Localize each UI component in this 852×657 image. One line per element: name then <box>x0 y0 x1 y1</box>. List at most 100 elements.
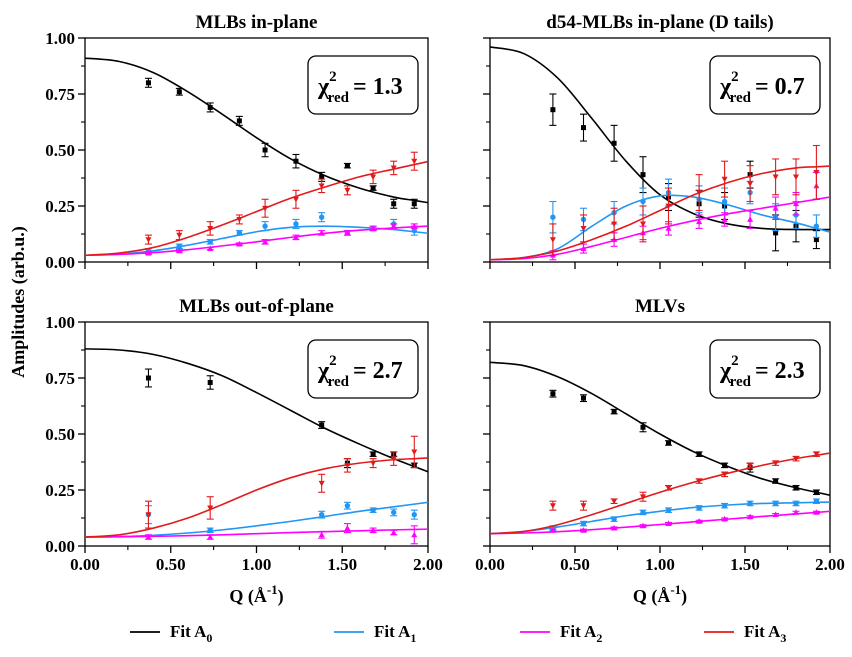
marker-square <box>794 485 799 490</box>
data-point <box>813 499 820 504</box>
data-point <box>640 510 647 515</box>
y-tick-label: 0.50 <box>45 141 75 160</box>
chi2-box: χ2 red = 1.3 <box>308 56 418 114</box>
marker-square <box>319 423 324 428</box>
marker-circle <box>412 512 417 517</box>
legend-label-sub: 1 <box>410 631 416 645</box>
marker-square <box>263 148 268 153</box>
data-point <box>611 499 618 505</box>
x-tick-label: 0.00 <box>70 555 100 574</box>
series-A3 <box>490 146 830 260</box>
legend: Fit A0 Fit A1 Fit A2 Fit A3 <box>130 622 786 645</box>
y-tick-label: 0.75 <box>45 85 75 104</box>
marker-square <box>371 452 376 457</box>
data-point <box>611 516 618 521</box>
marker-square <box>371 186 376 191</box>
data-point <box>318 213 325 222</box>
marker-circle <box>319 215 324 220</box>
data-point <box>236 230 243 235</box>
marker-circle <box>696 505 701 510</box>
data-point <box>390 199 397 208</box>
legend-label-main: Fit A <box>374 622 411 641</box>
data-point <box>370 186 377 191</box>
data-point <box>344 186 351 195</box>
marker-square <box>293 159 298 164</box>
data-point <box>696 452 703 457</box>
marker-square <box>641 172 646 177</box>
marker-square <box>814 490 819 495</box>
data-point <box>793 159 800 195</box>
legend-label-sub: 2 <box>596 631 602 645</box>
y-tick-label: 1.00 <box>45 313 75 332</box>
marker-triangle-down <box>581 503 587 509</box>
data-point <box>813 215 820 237</box>
marker-square <box>722 463 727 468</box>
marker-square <box>391 201 396 206</box>
marker-square <box>412 201 417 206</box>
x-axis-label-close: ) <box>681 586 687 607</box>
data-point <box>665 507 672 512</box>
marker-circle <box>814 499 819 504</box>
data-point <box>370 507 377 512</box>
marker-square <box>146 80 151 85</box>
series-A2 <box>490 172 830 259</box>
fit-line-A2 <box>490 511 830 533</box>
marker-circle <box>611 516 616 521</box>
chi2-box: χ2 red = 2.3 <box>710 340 820 398</box>
data-point <box>772 501 779 506</box>
chart-panel-3: MLBs out-of-plane0.00 0.50 1.00 1.50 2.000.0… <box>45 296 443 607</box>
marker-triangle-up <box>411 532 417 538</box>
chi2-value: 0.7 <box>775 74 805 100</box>
marker-square <box>581 396 586 401</box>
data-point <box>344 502 351 509</box>
marker-circle <box>370 507 375 512</box>
marker-circle <box>722 199 727 204</box>
data-point <box>696 505 703 510</box>
data-point <box>411 526 418 544</box>
marker-square <box>208 105 213 110</box>
marker-triangle-down <box>370 461 376 467</box>
x-tick-label: 1.00 <box>242 555 272 574</box>
chi-sup: 2 <box>329 353 337 369</box>
y-tick-label: 0.25 <box>45 197 75 216</box>
legend-item-3: Fit A3 <box>704 622 786 645</box>
data-point <box>747 166 754 202</box>
marker-circle <box>666 507 671 512</box>
marker-triangle-down <box>145 237 151 243</box>
legend-label: Fit A3 <box>744 622 786 645</box>
marker-square <box>237 118 242 123</box>
data-point <box>318 422 325 429</box>
data-point <box>747 210 754 228</box>
y-axis-label: Amplitudes (arb.u.) <box>8 226 29 378</box>
panels-layer: MLBs in-plane 0.00 0.25 0.50 0.75 1.00 χ2 red = … <box>45 12 845 607</box>
data-point <box>793 509 800 515</box>
chi-sup: 2 <box>731 69 739 85</box>
data-point <box>721 161 728 197</box>
marker-circle <box>722 503 727 508</box>
x-tick-label: 1.50 <box>730 555 760 574</box>
marker-triangle-up <box>773 511 779 517</box>
marker-circle <box>293 221 298 226</box>
chi-sub: red <box>730 90 752 106</box>
legend-label: Fit A0 <box>170 622 212 645</box>
x-axis-label: Q (Å-1) <box>633 582 687 607</box>
chi-eq: = <box>755 74 775 100</box>
marker-triangle-down <box>293 197 299 203</box>
data-point <box>318 474 325 492</box>
data-point <box>813 490 820 495</box>
chart-panel-2: d54-MLBs in-plane (D tails)χ2 red = 0.7 <box>483 12 830 269</box>
x-axis-label-main: Q (Å <box>229 586 267 607</box>
data-point <box>549 390 556 397</box>
marker-square <box>146 376 151 381</box>
data-point <box>207 376 214 389</box>
legend-label-main: Fit A <box>560 622 597 641</box>
data-point <box>747 501 754 506</box>
legend-label: Fit A1 <box>374 622 416 645</box>
data-point <box>344 163 351 168</box>
marker-square <box>697 452 702 457</box>
x-tick-label: 1.50 <box>327 555 357 574</box>
panel-title: MLBs in-plane <box>196 12 318 33</box>
data-point <box>793 485 800 490</box>
data-point <box>580 395 587 402</box>
